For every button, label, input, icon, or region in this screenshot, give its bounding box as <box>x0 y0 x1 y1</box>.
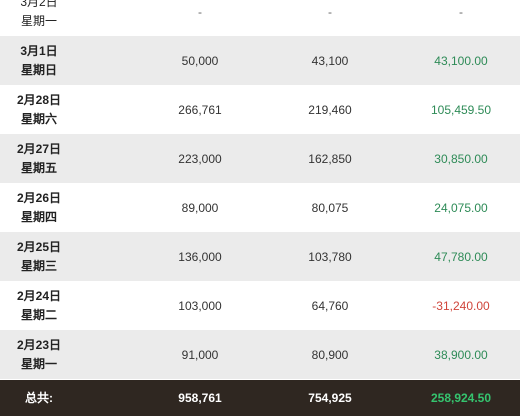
date-cell: 2月25日 星期三 <box>0 232 78 281</box>
table-row: 2月25日 星期三 136,000 103,780 47,780.00 <box>0 232 520 281</box>
value-b: 64,760 <box>311 298 349 313</box>
value-c: 38,900.00 <box>434 347 488 362</box>
date-cell: 3月2日 星期一 <box>0 0 78 36</box>
row-weekday: 星期二 <box>20 307 57 322</box>
row-weekday: 星期一 <box>20 13 57 28</box>
row-weekday: 星期日 <box>20 62 57 77</box>
row-date: 2月24日 <box>16 288 62 303</box>
value-a: 266,761 <box>178 102 222 117</box>
value-a: 136,000 <box>178 249 222 264</box>
value-b: 43,100 <box>311 53 349 68</box>
value-a: - <box>198 4 202 19</box>
total-label: 总共: <box>25 390 53 405</box>
value-b: 80,075 <box>311 200 349 215</box>
date-cell: 2月23日 星期一 <box>0 330 78 379</box>
value-c: - <box>459 4 463 19</box>
row-weekday: 星期三 <box>20 258 57 273</box>
row-weekday: 星期四 <box>20 209 57 224</box>
value-a: 89,000 <box>181 200 219 215</box>
row-date: 2月25日 <box>16 239 62 254</box>
value-a: 50,000 <box>181 53 219 68</box>
table-row: 2月28日 星期六 266,761 219,460 105,459.50 <box>0 85 520 134</box>
value-c: -31,240.00 <box>432 298 490 313</box>
date-cell: 2月28日 星期六 <box>0 85 78 134</box>
total-row: 总共: 958,761 754,925 258,924.50 <box>0 380 520 416</box>
table-row: 2月23日 星期一 91,000 80,900 38,900.00 <box>0 330 520 379</box>
table-row: 2月24日 星期二 103,000 64,760 -31,240.00 <box>0 281 520 330</box>
row-date: 2月27日 <box>16 141 62 156</box>
total-value-b: 754,925 <box>308 391 352 405</box>
row-date: 3月1日 <box>20 43 58 58</box>
value-c: 24,075.00 <box>434 200 488 215</box>
value-a: 91,000 <box>181 347 219 362</box>
date-cell: 3月1日 星期日 <box>0 36 78 85</box>
value-b: - <box>328 4 332 19</box>
value-c: 30,850.00 <box>434 151 488 166</box>
value-c: 43,100.00 <box>434 53 488 68</box>
row-weekday: 星期五 <box>20 160 57 175</box>
value-a: 223,000 <box>178 151 222 166</box>
value-c: 47,780.00 <box>434 249 488 264</box>
row-weekday: 星期六 <box>20 111 57 126</box>
row-date: 2月23日 <box>16 337 62 352</box>
value-a: 103,000 <box>178 298 222 313</box>
row-date: 2月26日 <box>16 190 62 205</box>
table-row: 2月27日 星期五 223,000 162,850 30,850.00 <box>0 134 520 183</box>
value-b: 103,780 <box>308 249 352 264</box>
row-date: 2月28日 <box>16 92 62 107</box>
date-cell: 2月27日 星期五 <box>0 134 78 183</box>
value-b: 80,900 <box>311 347 349 362</box>
total-value-a: 958,761 <box>178 391 222 405</box>
date-cell: 2月26日 星期四 <box>0 183 78 232</box>
table-row: 2月26日 星期四 89,000 80,075 24,075.00 <box>0 183 520 232</box>
value-c: 105,459.50 <box>430 102 492 117</box>
total-value-c: 258,924.50 <box>430 391 492 405</box>
date-cell: 2月24日 星期二 <box>0 281 78 330</box>
row-date: 3月2日 <box>20 0 58 9</box>
table-row: 3月2日 星期一 - - - <box>0 0 520 36</box>
table-row: 3月1日 星期日 50,000 43,100 43,100.00 <box>0 36 520 85</box>
value-b: 162,850 <box>308 151 352 166</box>
value-b: 219,460 <box>308 102 352 117</box>
row-weekday: 星期一 <box>20 356 57 371</box>
